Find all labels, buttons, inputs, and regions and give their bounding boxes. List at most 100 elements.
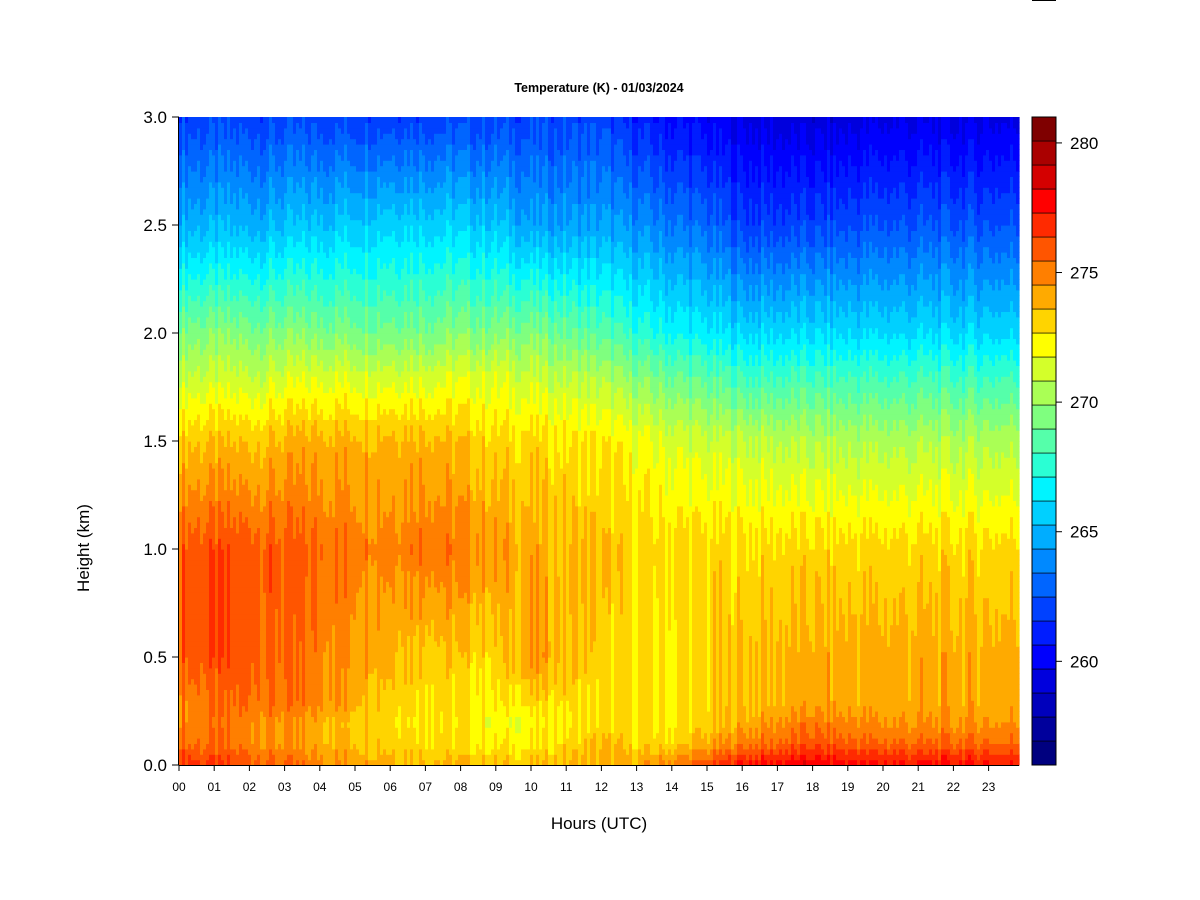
heatmap-cell — [179, 219, 183, 226]
heatmap-cell — [212, 759, 216, 766]
heatmap-cell — [215, 316, 219, 323]
heatmap-cell — [212, 581, 216, 588]
heatmap-cell — [218, 743, 222, 750]
heatmap-cell — [200, 268, 204, 275]
heatmap-cell — [206, 478, 210, 485]
heatmap-cell — [200, 538, 204, 545]
heatmap-cell — [221, 154, 225, 161]
heatmap-cell — [227, 165, 231, 172]
heatmap-cell — [224, 559, 228, 566]
heatmap-cell — [200, 241, 204, 248]
heatmap-cell — [203, 646, 207, 653]
heatmap-cell — [179, 516, 183, 523]
heatmap-cell — [224, 289, 228, 296]
heatmap-cell — [221, 376, 225, 383]
heatmap-cell — [203, 133, 207, 140]
heatmap-cell — [191, 581, 195, 588]
heatmap-cell — [215, 279, 219, 285]
heatmap-cell — [227, 646, 231, 653]
heatmap-cell — [188, 214, 192, 221]
heatmap-cell — [206, 365, 210, 372]
heatmap-cell — [209, 349, 213, 356]
heatmap-cell — [197, 646, 201, 653]
heatmap-cell — [209, 554, 213, 561]
heatmap-cell — [182, 392, 186, 399]
heatmap-cell — [215, 430, 219, 437]
heatmap-cell — [209, 322, 213, 329]
heatmap-cell — [194, 160, 198, 167]
heatmap-cell — [179, 586, 183, 593]
heatmap-cell — [224, 727, 228, 734]
heatmap-cell — [215, 624, 219, 631]
heatmap-cell — [206, 230, 210, 237]
heatmap-cell — [209, 581, 213, 588]
heatmap-cell — [221, 565, 225, 572]
heatmap-cell — [218, 343, 222, 350]
heatmap-cell — [212, 403, 216, 410]
heatmap-cell — [206, 435, 210, 442]
heatmap-cell — [215, 630, 219, 636]
heatmap-cell — [197, 133, 201, 140]
heatmap-cell — [197, 414, 201, 420]
heatmap-cell — [218, 430, 222, 437]
heatmap-cell — [209, 495, 213, 501]
heatmap-cell — [224, 225, 228, 231]
heatmap-cell — [188, 354, 192, 361]
heatmap-column — [188, 117, 192, 766]
heatmap-cell — [224, 241, 228, 248]
heatmap-cell — [188, 219, 192, 226]
heatmap-cell — [188, 160, 192, 167]
heatmap-cell — [209, 484, 213, 491]
heatmap-cell — [200, 462, 204, 469]
heatmap-cell — [215, 311, 219, 318]
heatmap-cell — [188, 144, 192, 150]
heatmap-cell — [212, 414, 216, 420]
heatmap-cell — [194, 667, 198, 674]
heatmap-cell — [218, 646, 222, 653]
heatmap-cell — [221, 511, 225, 518]
heatmap-cell — [182, 430, 186, 437]
heatmap-cell — [203, 565, 207, 572]
heatmap-cell — [182, 176, 186, 183]
heatmap-cell — [197, 397, 201, 404]
heatmap-cell — [197, 489, 201, 496]
heatmap-cell — [227, 651, 231, 658]
heatmap-cell — [212, 246, 216, 253]
heatmap-cell — [212, 532, 216, 539]
heatmap-cell — [203, 532, 207, 539]
heatmap-cell — [188, 759, 192, 766]
heatmap-cell — [191, 754, 195, 761]
heatmap-cell — [221, 338, 225, 345]
heatmap-cell — [227, 414, 231, 420]
heatmap-cell — [212, 127, 216, 134]
heatmap-cell — [200, 171, 204, 177]
heatmap-cell — [179, 343, 183, 350]
heatmap-cell — [224, 748, 228, 755]
heatmap-cell — [215, 608, 219, 615]
heatmap-cell — [200, 640, 204, 647]
heatmap-cell — [200, 203, 204, 210]
heatmap-cell — [206, 678, 210, 685]
heatmap-cell — [209, 635, 213, 642]
heatmap-cell — [200, 192, 204, 199]
heatmap-cell — [206, 322, 210, 329]
heatmap-cell — [200, 532, 204, 539]
heatmap-cell — [215, 252, 219, 258]
heatmap-cell — [221, 203, 225, 210]
heatmap-cell — [185, 208, 189, 215]
heatmap-cell — [203, 716, 207, 723]
heatmap-cell — [218, 333, 222, 339]
heatmap-cell — [203, 187, 207, 194]
heatmap-cell — [188, 700, 192, 707]
heatmap-cell — [227, 343, 231, 350]
heatmap-cell — [209, 678, 213, 685]
heatmap-cell — [227, 689, 231, 696]
heatmap-cell — [197, 181, 201, 188]
heatmap-cell — [200, 711, 204, 717]
heatmap-cell — [179, 667, 183, 674]
heatmap-cell — [227, 630, 231, 636]
heatmap-cell — [191, 570, 195, 577]
heatmap-cell — [200, 430, 204, 437]
heatmap-cell — [218, 246, 222, 253]
heatmap-cell — [200, 392, 204, 399]
